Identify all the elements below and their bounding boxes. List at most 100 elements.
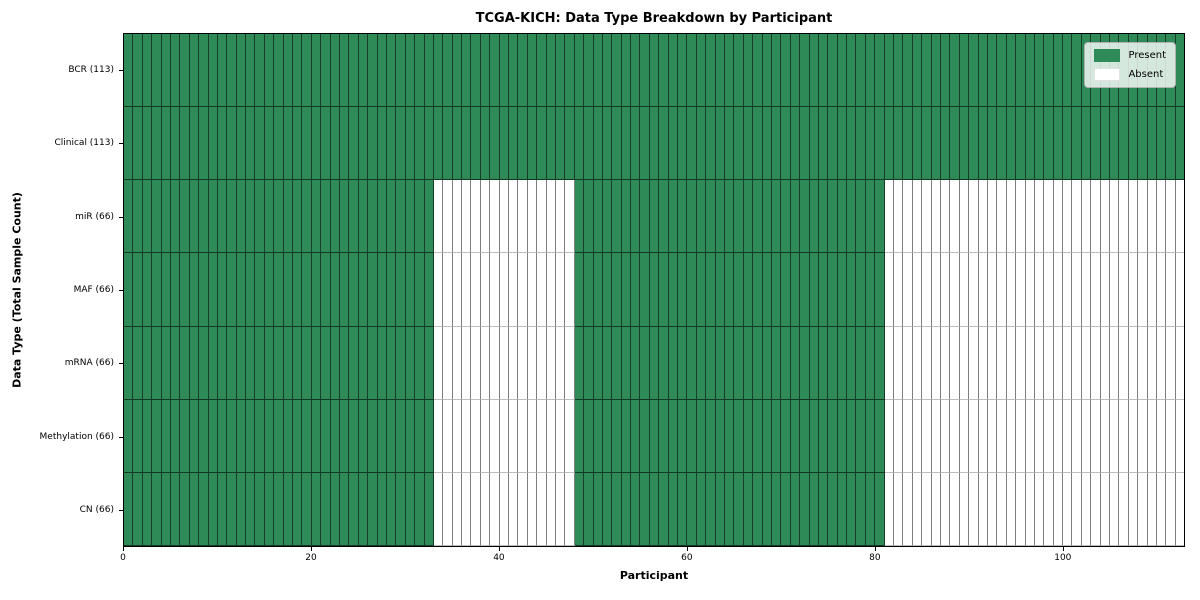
heatmap-cell	[715, 180, 725, 254]
heatmap-cell	[922, 472, 932, 546]
heatmap-cell	[1053, 34, 1064, 108]
heatmap-cell	[1175, 472, 1185, 546]
heatmap-cell	[706, 472, 716, 546]
heatmap-cell	[743, 107, 754, 181]
heatmap-cell	[509, 253, 519, 327]
heatmap-cell	[293, 472, 303, 546]
heatmap-cell	[1156, 253, 1167, 327]
heatmap-cell	[593, 326, 603, 400]
heatmap-cell	[1166, 253, 1176, 327]
heatmap-cell	[1063, 34, 1073, 108]
x-tick-mark	[123, 547, 124, 551]
heatmap-cell	[800, 34, 810, 108]
heatmap-cell	[828, 472, 838, 546]
heatmap-cell	[293, 107, 303, 181]
heatmap-cell	[706, 180, 716, 254]
heatmap-cell	[180, 180, 190, 254]
heatmap-cell	[274, 180, 284, 254]
heatmap-cell	[1025, 180, 1035, 254]
heatmap-cell	[828, 399, 838, 473]
heatmap-cell	[236, 34, 247, 108]
heatmap-cell	[161, 107, 171, 181]
heatmap-cell	[1110, 399, 1120, 473]
heatmap-cell	[255, 472, 265, 546]
heatmap-cell	[940, 253, 951, 327]
heatmap-cell	[621, 180, 632, 254]
heatmap-cell	[302, 472, 312, 546]
heatmap-cell	[1166, 472, 1176, 546]
heatmap-cell	[199, 253, 209, 327]
heatmap-cell	[170, 472, 181, 546]
heatmap-cell	[762, 326, 772, 400]
heatmap-cell	[922, 399, 932, 473]
heatmap-cell	[940, 107, 951, 181]
heatmap-cell	[208, 34, 218, 108]
heatmap-cell	[1138, 326, 1148, 400]
heatmap-cell	[940, 180, 951, 254]
heatmap-cell	[302, 326, 312, 400]
heatmap-cell	[499, 107, 510, 181]
heatmap-cell	[884, 180, 895, 254]
heatmap-cell	[678, 180, 688, 254]
heatmap-cell	[593, 399, 603, 473]
heatmap-cell	[865, 472, 876, 546]
heatmap-cell	[1100, 399, 1111, 473]
heatmap-cell	[471, 472, 481, 546]
heatmap-cell	[208, 472, 218, 546]
heatmap-cell	[274, 34, 284, 108]
heatmap-cell	[978, 180, 988, 254]
heatmap-cell	[903, 253, 913, 327]
heatmap-cell	[687, 253, 697, 327]
heatmap-cell	[659, 326, 669, 400]
heatmap-cell	[518, 253, 528, 327]
heatmap-cell	[274, 472, 284, 546]
heatmap-cell	[978, 253, 988, 327]
heatmap-cell	[1025, 399, 1035, 473]
heatmap-cell	[368, 253, 378, 327]
x-tick-mark	[1062, 547, 1064, 551]
heatmap-cell	[912, 472, 923, 546]
heatmap-cell	[490, 253, 500, 327]
heatmap-cell	[903, 399, 913, 473]
heatmap-cell	[987, 253, 998, 327]
heatmap-cell	[217, 180, 228, 254]
heatmap-cell	[875, 180, 885, 254]
heatmap-cell	[828, 326, 838, 400]
heatmap-cell	[593, 107, 603, 181]
heatmap-cell	[1006, 180, 1017, 254]
heatmap-cell	[894, 253, 904, 327]
heatmap-cell	[480, 253, 491, 327]
heatmap-cell	[396, 180, 406, 254]
heatmap-cell	[471, 180, 481, 254]
heatmap-cell	[311, 34, 322, 108]
heatmap-cell	[649, 472, 660, 546]
heatmap-cell	[433, 107, 444, 181]
heatmap-cell	[678, 472, 688, 546]
heatmap-cell	[302, 107, 312, 181]
heatmap-cell	[452, 326, 463, 400]
heatmap-cell	[358, 399, 369, 473]
heatmap-cell	[518, 472, 528, 546]
heatmap-cell	[490, 107, 500, 181]
heatmap-cell	[781, 107, 791, 181]
heatmap-cell	[405, 472, 416, 546]
heatmap-cell	[584, 34, 594, 108]
heatmap-cell	[1147, 399, 1157, 473]
heatmap-cell	[640, 253, 650, 327]
heatmap-cell	[293, 34, 303, 108]
heatmap-cell	[555, 472, 566, 546]
heatmap-cell	[311, 107, 322, 181]
heatmap-cell	[584, 399, 594, 473]
heatmap-cell	[283, 107, 294, 181]
heatmap-cell	[790, 107, 801, 181]
heatmap-cell	[706, 107, 716, 181]
heatmap-cell	[208, 107, 218, 181]
heatmap-cell	[1016, 399, 1026, 473]
heatmap-cell	[743, 34, 754, 108]
heatmap-cell	[443, 180, 453, 254]
heatmap-cell	[443, 34, 453, 108]
heatmap-cell	[1100, 472, 1111, 546]
heatmap-cell	[527, 34, 538, 108]
heatmap-cell	[1156, 180, 1167, 254]
heatmap-cell	[818, 253, 829, 327]
